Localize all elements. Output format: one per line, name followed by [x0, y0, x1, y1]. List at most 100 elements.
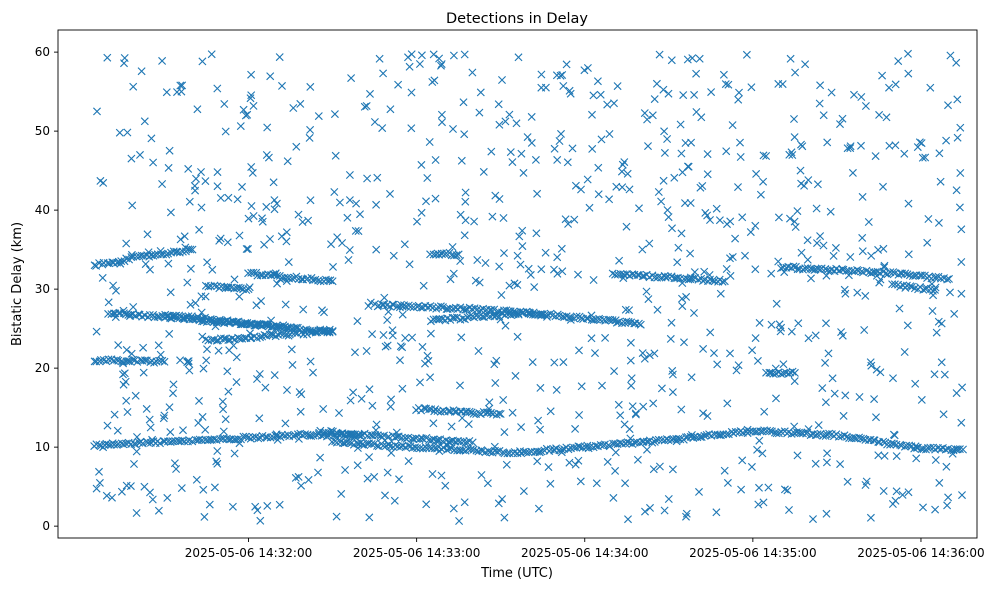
detection-marker: [898, 490, 907, 499]
detection-marker: [355, 431, 364, 440]
detection-marker: [242, 245, 251, 253]
detection-marker: [429, 50, 438, 59]
detection-marker: [587, 334, 596, 343]
detection-marker: [415, 435, 424, 444]
detection-marker: [850, 90, 858, 99]
detection-marker: [706, 216, 714, 224]
detection-marker: [789, 262, 798, 271]
detection-marker: [214, 346, 223, 355]
detection-marker: [184, 312, 193, 321]
detection-marker: [330, 110, 339, 119]
detection-marker: [857, 141, 865, 150]
detection-marker: [537, 265, 546, 274]
detection-marker: [253, 506, 262, 515]
detection-marker: [723, 399, 732, 408]
detection-marker: [338, 239, 347, 247]
detection-marker: [232, 318, 241, 327]
detection-marker: [935, 149, 944, 158]
detection-marker: [387, 448, 396, 457]
detection-marker: [456, 210, 465, 219]
detection-marker: [532, 229, 541, 238]
detection-marker: [275, 500, 284, 509]
detection-marker: [122, 481, 131, 490]
detection-marker: [578, 443, 587, 452]
detection-marker: [418, 342, 427, 351]
detection-marker: [670, 173, 679, 182]
detection-marker: [290, 324, 298, 332]
detection-marker: [643, 445, 651, 454]
detection-marker: [640, 272, 649, 280]
detection-marker: [158, 356, 167, 365]
detection-marker: [383, 316, 392, 324]
detection-marker: [247, 163, 256, 171]
detection-marker: [944, 493, 953, 502]
detection-marker: [819, 241, 828, 250]
detection-marker: [289, 432, 298, 440]
detection-marker: [379, 331, 388, 339]
detection-marker: [574, 270, 582, 279]
detection-marker: [508, 408, 517, 417]
detection-marker: [786, 214, 794, 223]
detection-marker: [405, 62, 414, 71]
detection-marker: [500, 428, 509, 437]
detection-marker: [793, 451, 802, 460]
detection-marker: [216, 234, 225, 243]
detection-marker: [816, 232, 825, 241]
detection-marker: [754, 500, 763, 509]
detection-marker: [221, 127, 230, 136]
detection-marker: [249, 268, 258, 277]
detection-marker: [457, 156, 466, 165]
detection-marker: [783, 486, 792, 495]
detection-marker: [759, 151, 768, 160]
detection-marker: [323, 328, 332, 337]
detection-marker: [156, 350, 165, 359]
detection-marker: [950, 309, 959, 318]
detection-marker: [220, 283, 229, 291]
detection-marker: [825, 429, 834, 438]
detection-marker: [546, 407, 555, 416]
detection-marker: [871, 152, 880, 161]
detection-marker: [205, 500, 214, 509]
detection-marker: [695, 54, 704, 63]
detection-marker: [404, 53, 412, 62]
detection-marker: [139, 368, 148, 377]
detection-marker: [425, 138, 434, 146]
detection-marker: [146, 265, 154, 274]
detection-marker: [842, 432, 851, 441]
detection-marker: [608, 269, 617, 278]
detection-marker: [294, 472, 303, 481]
detection-marker: [166, 428, 175, 437]
detection-marker: [247, 202, 256, 210]
detection-marker: [212, 457, 221, 466]
detection-marker: [384, 307, 393, 316]
detection-marker: [407, 88, 416, 97]
detection-marker: [821, 398, 830, 407]
detection-marker: [626, 356, 635, 365]
detection-marker: [620, 158, 629, 167]
detection-marker: [357, 394, 366, 403]
detection-marker: [490, 360, 499, 369]
x-tick-label: 2025-05-06 14:35:00: [689, 546, 816, 560]
detection-marker: [726, 254, 734, 263]
detection-marker: [220, 334, 228, 343]
detection-marker: [95, 478, 104, 487]
detection-marker: [192, 475, 201, 484]
detection-marker: [266, 433, 275, 442]
detection-marker: [755, 318, 764, 327]
detection-marker: [381, 491, 389, 500]
detection-marker: [715, 216, 724, 225]
detection-marker: [555, 137, 564, 145]
detection-marker: [588, 144, 597, 153]
detection-marker: [660, 148, 669, 157]
detection-marker: [906, 282, 915, 291]
detection-marker: [764, 483, 773, 492]
detection-marker: [777, 369, 786, 378]
detection-marker: [785, 506, 793, 514]
detection-marker: [415, 60, 424, 68]
detection-marker: [145, 311, 154, 319]
detection-marker: [366, 298, 375, 307]
detection-marker: [306, 357, 315, 366]
detection-marker: [574, 456, 583, 465]
detection-marker: [645, 239, 654, 248]
detection-marker: [406, 303, 415, 311]
